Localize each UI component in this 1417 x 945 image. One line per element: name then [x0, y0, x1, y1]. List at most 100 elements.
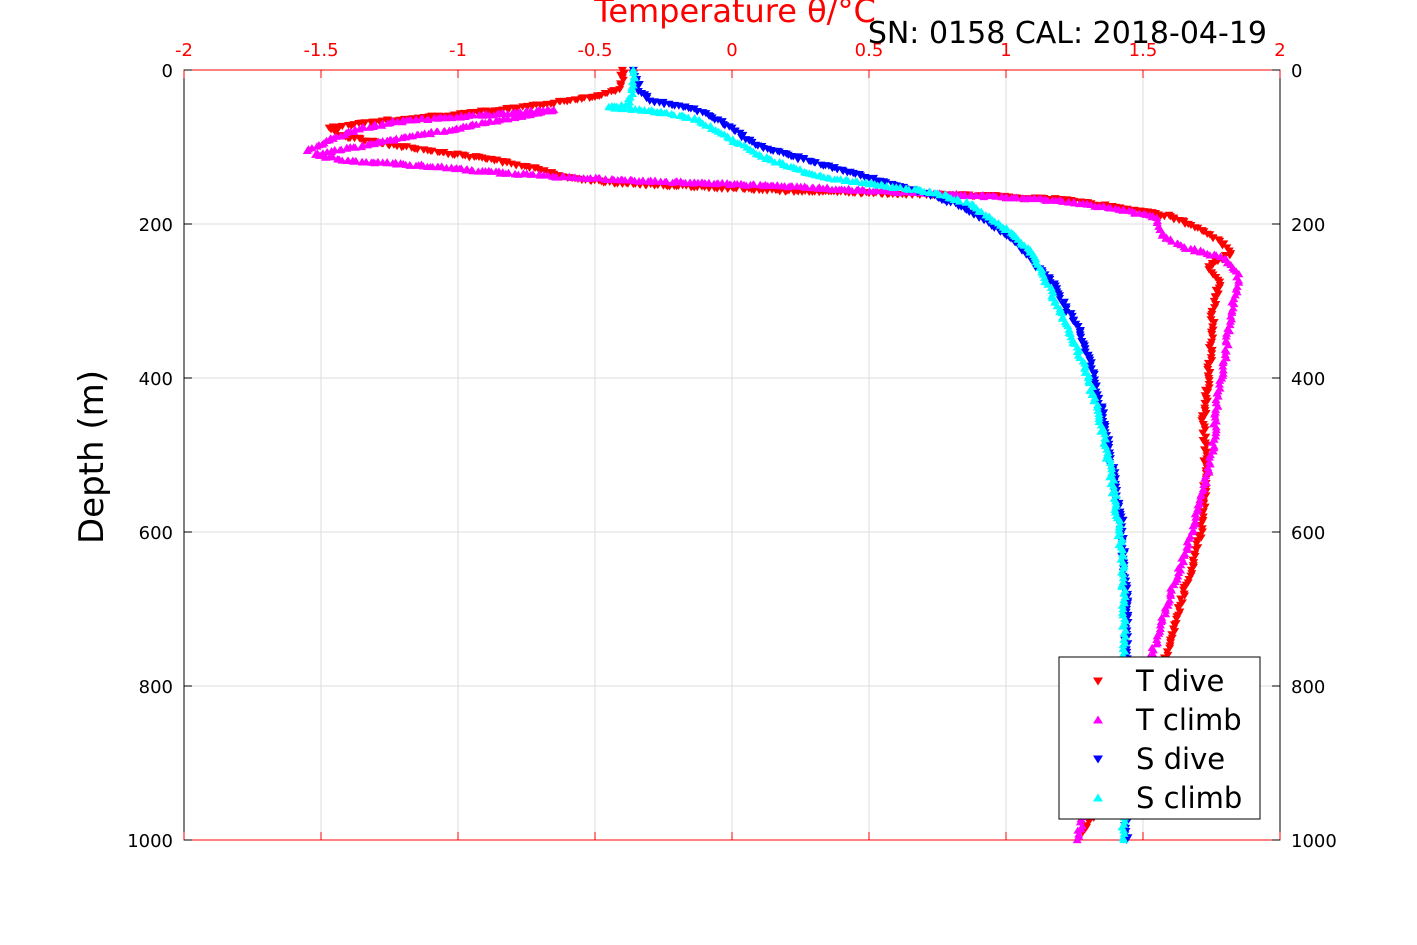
data-point: [1117, 601, 1127, 609]
data-point: [1120, 616, 1130, 625]
data-point: [439, 127, 449, 135]
data-point: [1067, 312, 1077, 321]
data-point: [1161, 606, 1171, 614]
data-point: [1155, 621, 1165, 629]
data-point: [1221, 255, 1231, 264]
data-point: [477, 119, 487, 127]
data-point: [1118, 546, 1128, 554]
data-point: [683, 113, 693, 121]
data-point: [491, 116, 501, 124]
y-tick-label: 0: [162, 61, 173, 82]
data-point: [585, 94, 595, 103]
data-point: [954, 197, 964, 205]
data-point: [1190, 510, 1200, 518]
data-point: [756, 152, 766, 160]
data-point: [1155, 624, 1165, 632]
y-tick-label: 600: [139, 523, 173, 544]
data-point: [1201, 441, 1211, 449]
data-point: [1190, 552, 1200, 561]
data-point: [895, 183, 905, 191]
data-point: [1157, 613, 1167, 621]
data-point: [342, 144, 352, 152]
data-point: [1218, 362, 1228, 370]
data-point: [1115, 516, 1125, 524]
data-point: [960, 190, 970, 198]
chart-title: Temperature θ/°C: [593, 0, 876, 30]
data-point: [1204, 377, 1214, 385]
data-point: [859, 186, 869, 194]
legend-label: S climb: [1136, 781, 1242, 815]
data-point: [1176, 595, 1186, 603]
y-tick-label: 800: [139, 677, 173, 698]
data-point: [1057, 308, 1067, 317]
data-point: [662, 108, 672, 116]
data-point: [412, 146, 422, 154]
x-tick-label: 1.5: [1129, 40, 1158, 61]
data-point: [1217, 242, 1227, 250]
y-tick-label-right: 200: [1291, 215, 1325, 236]
data-point: [509, 113, 519, 121]
data-point: [1221, 332, 1231, 340]
data-point: [629, 68, 639, 77]
data-point: [1178, 586, 1188, 594]
data-point: [1193, 501, 1203, 509]
x-tick-label: 1: [1000, 40, 1011, 61]
data-point: [1191, 513, 1201, 521]
legend-marker: [1093, 793, 1103, 802]
data-point: [1218, 358, 1228, 367]
data-point: [1080, 364, 1090, 372]
y-tick-label: 400: [139, 369, 173, 390]
data-point: [1199, 480, 1209, 489]
data-point: [661, 177, 671, 185]
data-point: [669, 111, 679, 119]
data-point: [1205, 453, 1215, 461]
data-point: [1229, 299, 1239, 308]
y-tick-label-right: 0: [1291, 61, 1302, 82]
x-tick-label: -0.5: [577, 40, 612, 61]
data-point: [1118, 574, 1128, 582]
data-point: [1118, 641, 1128, 649]
y-tick-label-right: 800: [1291, 677, 1325, 698]
data-point: [1105, 458, 1115, 467]
data-point: [638, 176, 648, 184]
data-point: [1207, 350, 1217, 358]
data-point: [1211, 428, 1221, 437]
data-point: [1172, 615, 1182, 623]
data-point: [1111, 497, 1121, 505]
data-point: [1084, 818, 1094, 826]
data-point: [370, 120, 380, 128]
data-point: [1210, 294, 1220, 302]
legend-label: S dive: [1136, 742, 1225, 776]
data-point: [344, 121, 354, 130]
y-tick-label-right: 600: [1291, 523, 1325, 544]
data-point: [1209, 444, 1219, 452]
legend: T dive T climb S dive S climb: [1058, 656, 1261, 820]
legend-box: [1058, 656, 1261, 820]
data-point: [1192, 540, 1202, 548]
data-point: [1188, 522, 1198, 530]
data-point: [1196, 492, 1206, 500]
data-point: [1080, 359, 1090, 367]
data-point: [737, 134, 747, 142]
data-point: [1118, 570, 1128, 578]
data-point: [1211, 286, 1221, 294]
data-point: [382, 158, 392, 166]
data-point: [468, 167, 478, 175]
data-point: [1117, 582, 1127, 590]
data-point: [904, 185, 914, 193]
data-point: [1152, 635, 1162, 643]
data-point: [1215, 376, 1225, 384]
data-point: [405, 161, 415, 169]
data-point: [1105, 455, 1115, 463]
data-point: [991, 192, 1001, 200]
data-point: [1173, 572, 1183, 580]
data-point: [1200, 399, 1210, 408]
y-tick-label: 1000: [127, 831, 173, 852]
data-point: [1089, 370, 1099, 379]
y-axis-label: Depth (m): [72, 370, 112, 544]
data-point: [437, 162, 447, 170]
data-point: [1166, 591, 1176, 599]
data-point: [1057, 197, 1067, 205]
data-point: [1186, 221, 1196, 230]
data-point: [1189, 247, 1199, 255]
